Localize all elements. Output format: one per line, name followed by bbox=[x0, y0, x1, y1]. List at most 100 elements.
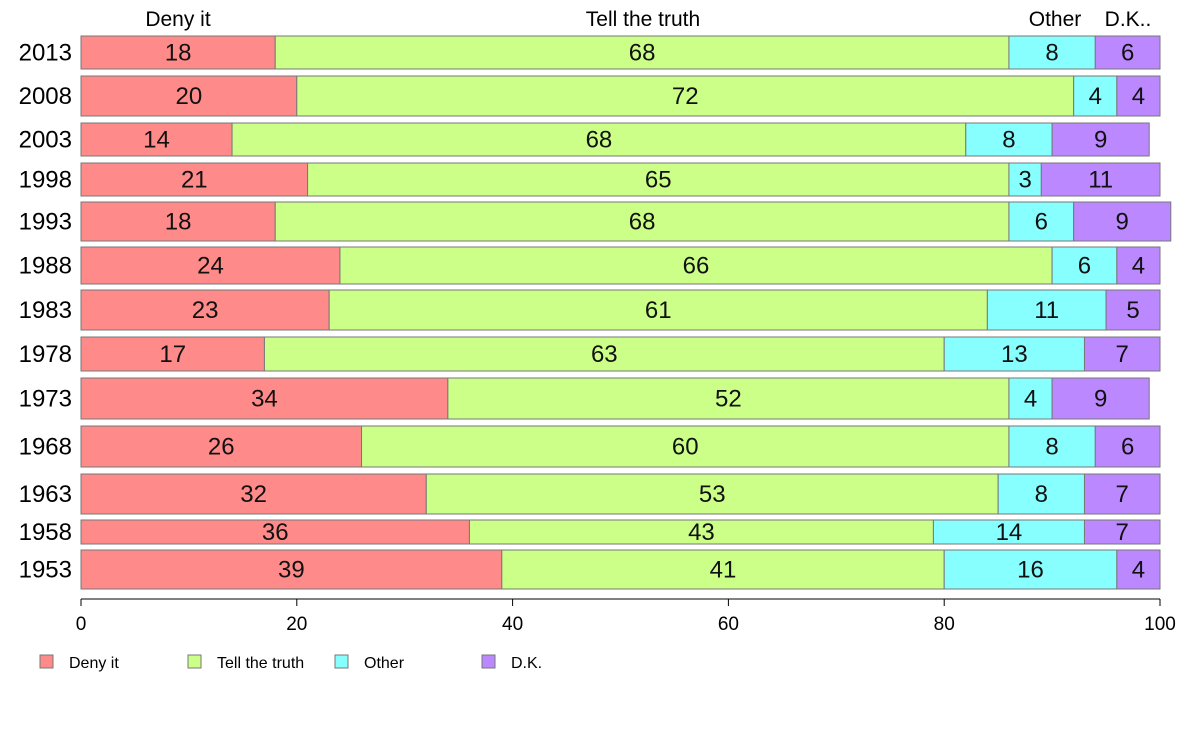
data-label: 68 bbox=[629, 40, 656, 67]
bar-segment bbox=[425, 473, 999, 515]
data-label: 60 bbox=[672, 434, 699, 461]
bar-segment bbox=[80, 336, 265, 372]
bar-segment bbox=[80, 473, 427, 515]
data-label: 14 bbox=[996, 519, 1023, 546]
data-label: 34 bbox=[251, 386, 278, 413]
data-label: 24 bbox=[197, 253, 224, 280]
data-label: 8 bbox=[1035, 481, 1048, 508]
legend-label: Other bbox=[364, 655, 405, 672]
legend-label: Tell the truth bbox=[217, 655, 304, 672]
legend-swatch bbox=[187, 654, 202, 669]
bar-segment bbox=[1094, 35, 1161, 70]
legend-swatch bbox=[334, 654, 349, 669]
category-label: 1963 bbox=[19, 481, 72, 508]
data-label: 3 bbox=[1018, 167, 1031, 194]
data-label: 17 bbox=[159, 341, 186, 368]
bar-segment bbox=[1116, 75, 1161, 117]
data-label: 32 bbox=[240, 481, 267, 508]
data-label: 6 bbox=[1035, 209, 1048, 236]
bar-segment bbox=[80, 162, 309, 197]
data-label: 14 bbox=[143, 127, 170, 154]
bar-segment bbox=[1116, 246, 1161, 285]
data-label: 9 bbox=[1116, 209, 1129, 236]
data-label: 18 bbox=[165, 209, 192, 236]
bar-segment bbox=[80, 519, 470, 545]
category-label: 1978 bbox=[19, 341, 72, 368]
bar-segment bbox=[1008, 377, 1053, 420]
data-label: 6 bbox=[1078, 253, 1091, 280]
data-label: 36 bbox=[262, 519, 289, 546]
bar-segment bbox=[1051, 122, 1150, 157]
bar-segment bbox=[80, 549, 503, 590]
bar-segment bbox=[986, 289, 1107, 331]
bar-segment bbox=[80, 425, 363, 468]
bar-segment bbox=[1105, 289, 1161, 331]
data-label: 41 bbox=[710, 557, 737, 584]
data-label: 21 bbox=[181, 167, 208, 194]
legend-label: D.K. bbox=[511, 655, 542, 672]
bar-segment bbox=[1083, 336, 1161, 372]
data-label: 8 bbox=[1045, 40, 1058, 67]
data-label: 7 bbox=[1116, 519, 1129, 546]
bar-segment bbox=[1073, 201, 1172, 242]
x-tick-label: 80 bbox=[934, 614, 955, 635]
data-label: 7 bbox=[1116, 481, 1129, 508]
data-label: 23 bbox=[192, 297, 219, 324]
data-label: 4 bbox=[1089, 83, 1102, 110]
data-label: 20 bbox=[176, 83, 203, 110]
data-label: 65 bbox=[645, 167, 672, 194]
bar-segment bbox=[943, 549, 1118, 590]
category-label: 1953 bbox=[19, 557, 72, 584]
bar-segment bbox=[1051, 377, 1150, 420]
data-label: 6 bbox=[1121, 40, 1134, 67]
category-label: 1973 bbox=[19, 386, 72, 413]
category-label: 2008 bbox=[19, 83, 72, 110]
data-label: 9 bbox=[1094, 386, 1107, 413]
category-label: 1958 bbox=[19, 519, 72, 546]
bar-segment bbox=[80, 246, 341, 285]
category-label: 2003 bbox=[19, 127, 72, 154]
bar-segment bbox=[932, 519, 1085, 545]
data-label: 4 bbox=[1132, 557, 1145, 584]
bar-segment bbox=[1008, 201, 1075, 242]
category-label: 1983 bbox=[19, 297, 72, 324]
bar-segment bbox=[231, 122, 967, 157]
bar-segment bbox=[1008, 35, 1096, 70]
bar-segment bbox=[274, 201, 1010, 242]
category-label: 1998 bbox=[19, 167, 72, 194]
data-label: 4 bbox=[1024, 386, 1037, 413]
bar-segment bbox=[1083, 473, 1161, 515]
x-tick-label: 40 bbox=[502, 614, 523, 635]
data-label: 11 bbox=[1034, 297, 1059, 324]
bar-segment bbox=[296, 75, 1075, 117]
bar-segment bbox=[339, 246, 1053, 285]
data-label: 4 bbox=[1132, 253, 1145, 280]
bar-segment bbox=[997, 473, 1085, 515]
bar-segment bbox=[1073, 75, 1118, 117]
data-label: 8 bbox=[1002, 127, 1015, 154]
data-label: 5 bbox=[1126, 297, 1139, 324]
data-label: 7 bbox=[1116, 341, 1129, 368]
data-label: 6 bbox=[1121, 434, 1134, 461]
x-tick-label: 60 bbox=[718, 614, 739, 635]
bar-segment bbox=[80, 289, 330, 331]
legend-label: Deny it bbox=[69, 655, 119, 672]
data-label: 39 bbox=[278, 557, 305, 584]
bar-segment bbox=[80, 35, 276, 70]
bar-segment bbox=[274, 35, 1010, 70]
data-label: 11 bbox=[1088, 167, 1113, 194]
bar-segment bbox=[943, 336, 1085, 372]
data-label: 53 bbox=[699, 481, 726, 508]
data-label: 72 bbox=[672, 83, 699, 110]
x-tick-label: 100 bbox=[1144, 614, 1176, 635]
bar-segment bbox=[307, 162, 1010, 197]
bar-segment bbox=[80, 122, 233, 157]
column-header: Other bbox=[1029, 8, 1082, 31]
data-label: 4 bbox=[1132, 83, 1145, 110]
bar-segment bbox=[501, 549, 945, 590]
bar-segment bbox=[1040, 162, 1161, 197]
bar-segment bbox=[468, 519, 934, 545]
bar-segment bbox=[1094, 425, 1161, 468]
bar-segment bbox=[447, 377, 1010, 420]
